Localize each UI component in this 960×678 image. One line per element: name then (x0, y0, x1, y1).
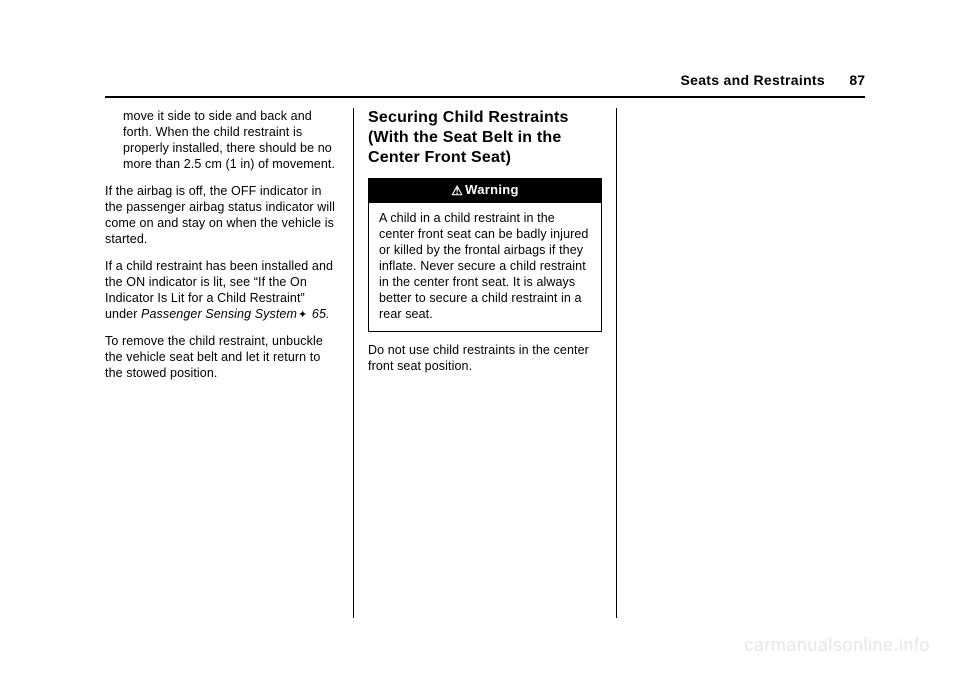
warning-icon: ⚠ (451, 183, 463, 198)
paragraph: To remove the child restraint, unbuckle … (105, 333, 339, 381)
warning-header: ⚠Warning (369, 179, 601, 203)
section-title: Seats and Restraints (680, 72, 825, 88)
warning-box: ⚠Warning A child in a child restraint in… (368, 178, 602, 332)
paragraph: Do not use child restraints in the cente… (368, 342, 602, 374)
content-columns: move it side to side and back and forth.… (105, 108, 865, 618)
paragraph: If the airbag is off, the OFF indicator … (105, 183, 339, 247)
continued-paragraph: move it side to side and back and forth.… (123, 108, 339, 172)
reference-icon: ✦ (298, 308, 307, 322)
manual-page: Seats and Restraints 87 move it side to … (0, 0, 960, 678)
warning-body: A child in a child restraint in the cent… (369, 203, 601, 331)
reference-page: 65. (308, 307, 329, 321)
page-number: 87 (849, 72, 865, 88)
cross-reference: Passenger Sensing System (141, 307, 297, 321)
column-1: move it side to side and back and forth.… (105, 108, 354, 618)
page-header: Seats and Restraints 87 (105, 72, 865, 98)
column-3 (617, 108, 865, 618)
watermark: carmanualsonline.info (744, 635, 930, 656)
section-heading: Securing Child Restraints (With the Seat… (368, 108, 602, 168)
column-2: Securing Child Restraints (With the Seat… (354, 108, 617, 618)
warning-label: Warning (465, 182, 519, 197)
paragraph-with-ref: If a child restraint has been installed … (105, 258, 339, 322)
